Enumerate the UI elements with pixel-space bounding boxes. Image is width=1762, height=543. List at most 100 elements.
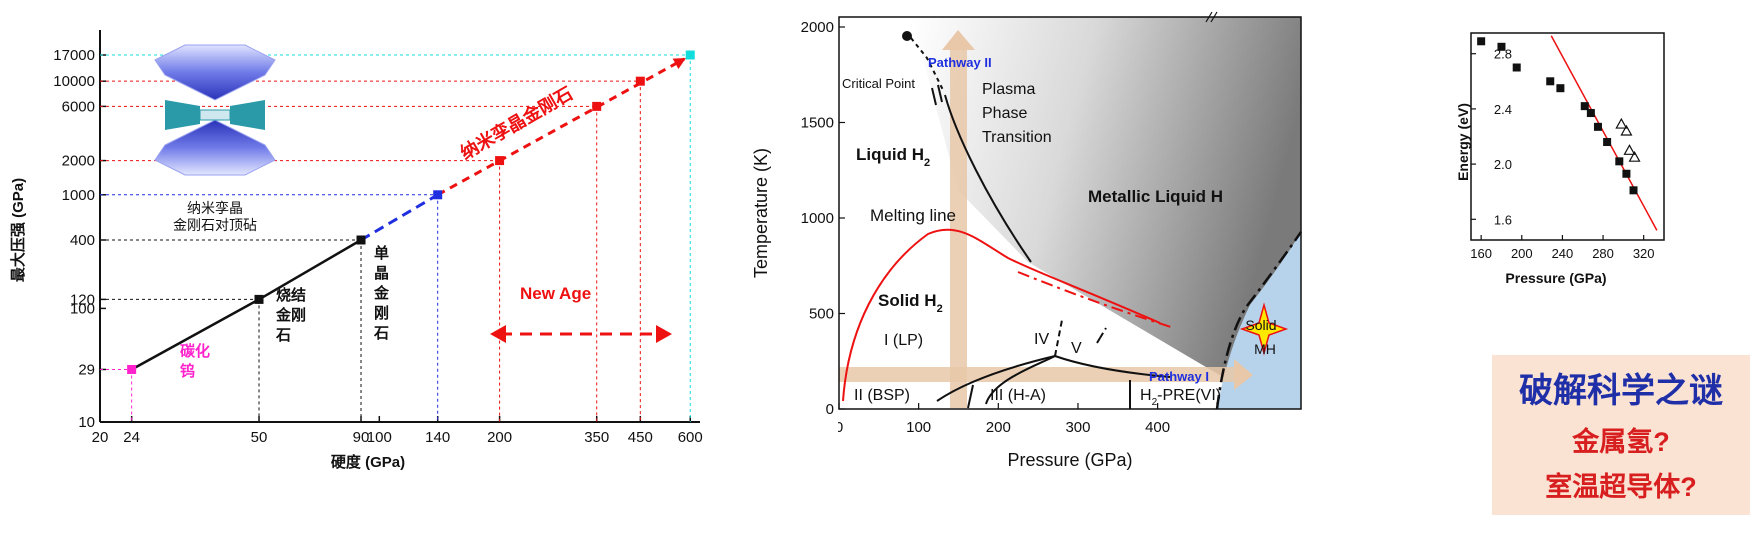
y-tick-label: 29 bbox=[78, 361, 95, 378]
y-tick-label: 2000 bbox=[801, 19, 834, 36]
label-phase-v: V bbox=[1071, 340, 1082, 357]
melting-line bbox=[842, 228, 1161, 402]
data-point bbox=[356, 235, 366, 245]
data-point bbox=[592, 101, 602, 111]
critical-point-marker bbox=[902, 31, 912, 41]
data-point bbox=[127, 364, 137, 374]
callout-line3: 室温超导体? bbox=[1545, 472, 1697, 502]
y-axis-title: 最大压强 (GPa) bbox=[9, 178, 27, 282]
point-label-wc-2: 钨 bbox=[180, 362, 195, 380]
label-solid-mh-2: MH bbox=[1254, 341, 1276, 357]
x-tick-label: 50 bbox=[251, 429, 268, 446]
metallic-region-shading bbox=[912, 17, 1301, 383]
data-point-filled bbox=[1593, 122, 1602, 131]
x-tick-label: 280 bbox=[1592, 246, 1614, 261]
x-tick-label: 400 bbox=[1145, 419, 1170, 436]
point-label-single-2: 晶 bbox=[374, 265, 389, 282]
point-label-single-5: 石 bbox=[373, 325, 389, 342]
pathway-i-bar bbox=[839, 367, 1235, 382]
critical-tick-2 bbox=[937, 84, 943, 103]
y-tick-label: 6000 bbox=[62, 98, 95, 115]
data-point-filled bbox=[1512, 63, 1521, 72]
trend-line-red bbox=[436, 57, 687, 197]
label-metallic-liquid: Metallic Liquid H bbox=[1088, 187, 1223, 206]
x-tick-label: 100 bbox=[367, 429, 392, 446]
c-y-axis-title: Energy (eV) bbox=[1455, 103, 1471, 181]
x-tick-label: 100 bbox=[906, 419, 931, 436]
x-tick-label: 140 bbox=[425, 429, 450, 446]
x-tick-label: 350 bbox=[584, 429, 609, 446]
diamond-anvil-illustration bbox=[154, 44, 276, 176]
x-tick-label: 300 bbox=[1065, 419, 1090, 436]
trend-line-blue bbox=[360, 193, 439, 242]
label-critical-point: Critical Point bbox=[842, 76, 915, 91]
x-tick-label: 160 bbox=[1470, 246, 1492, 261]
point-label-sintered-2: 金刚 bbox=[275, 306, 306, 324]
anvil-caption-line2: 金刚石对顶砧 bbox=[173, 217, 257, 233]
label-plasma-2: Phase bbox=[982, 105, 1027, 122]
phase-lines bbox=[910, 37, 1303, 410]
y-tick-label: 400 bbox=[70, 232, 95, 249]
x-tick-label: 240 bbox=[1552, 246, 1574, 261]
data-point-filled bbox=[1629, 186, 1638, 195]
label-pathway-ii: Pathway II bbox=[928, 55, 992, 70]
x-tick-label: 20 bbox=[92, 429, 109, 446]
anvil-caption-line1: 纳米孪晶 bbox=[187, 200, 243, 216]
y-tick-label: 120 bbox=[70, 291, 95, 308]
b-y-axis-title: Temperature (K) bbox=[751, 148, 771, 278]
data-point-open bbox=[1628, 150, 1641, 162]
fit-line bbox=[1550, 35, 1658, 231]
data-point-filled bbox=[1477, 37, 1486, 46]
data-point bbox=[433, 190, 443, 200]
new-age-label: New Age bbox=[520, 284, 591, 303]
point-label-sintered: 烧结 bbox=[276, 286, 306, 304]
x-tick-label: 600 bbox=[678, 429, 703, 446]
data-point bbox=[635, 76, 645, 86]
label-melting-line: Melting line bbox=[870, 206, 956, 225]
label-liquid-h2: Liquid H2 bbox=[856, 145, 930, 169]
x-tick-label: 450 bbox=[628, 429, 653, 446]
data-point bbox=[254, 294, 264, 304]
y-tick-label: 2.4 bbox=[1494, 102, 1512, 117]
y-tick-label: 10 bbox=[78, 414, 95, 431]
label-phase-pre: H2-PRE(VI) bbox=[1140, 387, 1221, 408]
data-point-open bbox=[1620, 124, 1633, 136]
label-pathway-i: Pathway I bbox=[1149, 369, 1209, 384]
x-axis-title: 硬度 (GPa) bbox=[331, 453, 405, 471]
melting-line-dashdot bbox=[1017, 271, 1175, 329]
data-point-filled bbox=[1622, 169, 1631, 178]
data-point bbox=[685, 50, 695, 60]
y-tick-label: 10000 bbox=[53, 73, 95, 90]
data-point-open bbox=[1623, 144, 1636, 155]
x-tick-label: 320 bbox=[1633, 246, 1655, 261]
data-point-filled bbox=[1556, 84, 1565, 93]
x-tick-label: 0 bbox=[838, 419, 843, 436]
x-tick-label: 24 bbox=[123, 429, 140, 446]
callout-line1: 破解科学之谜 bbox=[1519, 372, 1723, 410]
solid-mh-star bbox=[1239, 302, 1289, 356]
label-phase-iii: III (H-A) bbox=[990, 387, 1046, 404]
callout-box: 破解科学之谜 金属氢? 室温超导体? bbox=[1492, 355, 1750, 515]
callout-line2: 金属氢? bbox=[1572, 427, 1670, 457]
b-x-axis-title: Pressure (GPa) bbox=[1007, 450, 1132, 470]
label-plasma-1: Plasma bbox=[982, 81, 1035, 98]
point-label-single: 单 bbox=[374, 244, 389, 262]
y-tick-label: 1000 bbox=[801, 210, 834, 227]
new-age-arrow bbox=[490, 325, 672, 343]
data-point-filled bbox=[1497, 42, 1506, 51]
label-phase-iv: IV bbox=[1034, 331, 1049, 348]
x-tick-label: 200 bbox=[986, 419, 1011, 436]
point-label-single-3: 金 bbox=[373, 284, 390, 302]
hydrogen-phase-diagram: 0 100 200 300 400 Critical Point Pathway I I … bbox=[838, 11, 1303, 470]
data-point-filled bbox=[1615, 157, 1624, 166]
y-tick-label: 17000 bbox=[53, 47, 95, 64]
pathway-ii-head bbox=[942, 30, 975, 50]
c-x-axis-title: Pressure (GPa) bbox=[1505, 270, 1606, 286]
y-tick-label: 1.6 bbox=[1494, 212, 1512, 227]
y-tick-label: 1500 bbox=[801, 115, 834, 132]
y-tick-label: 2000 bbox=[62, 153, 95, 170]
y-tick-label: 0 bbox=[826, 401, 834, 418]
data-point-filled bbox=[1603, 138, 1612, 147]
label-phase-i: I (LP) bbox=[884, 332, 923, 349]
